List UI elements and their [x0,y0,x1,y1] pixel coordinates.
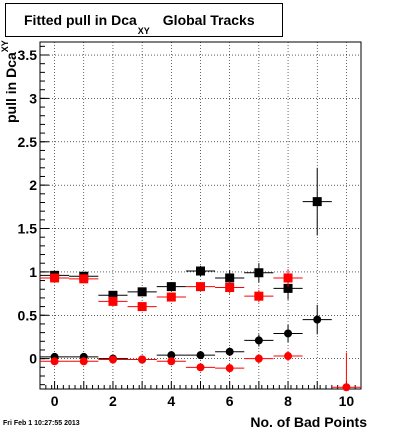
square-marker [196,267,205,276]
square-marker [225,283,234,292]
square-marker [138,287,147,296]
timestamp: Fri Feb 1 10:27:55 2013 [3,420,80,427]
y-tick-label: 2 [29,177,37,193]
square-marker [79,274,88,283]
x-tick-label: 2 [109,393,117,409]
y-axis-label-subscript: XY [0,40,10,52]
y-tick-label: 1 [29,264,37,280]
y-tick-label: 3 [29,90,37,106]
axis-ticks [40,46,361,389]
circle-marker [138,356,146,364]
circle-marker [255,355,263,363]
y-tick-label: 3.5 [18,47,38,63]
x-tick-label: 8 [284,393,292,409]
y-tick-label: 0 [29,351,37,367]
square-marker [313,197,322,206]
square-marker [284,273,293,282]
circle-marker [284,352,292,360]
circle-marker [197,363,205,371]
grid-lines [40,42,361,389]
square-marker [196,282,205,291]
x-tick-label: 10 [339,393,355,409]
circle-marker [255,336,263,344]
x-tick-label: 6 [226,393,234,409]
circle-marker [313,316,321,324]
square-marker [138,302,147,311]
circle-marker [284,329,292,337]
square-marker [167,282,176,291]
circle-marker [226,364,234,372]
y-tick-label: 0.5 [18,307,38,323]
circle-marker [167,357,175,365]
square-marker [225,273,234,282]
y-axis-label-main: pull in Dca [3,52,19,123]
square-marker [108,297,117,306]
y-tick-label: 1.5 [18,221,38,237]
x-tick-label: 0 [51,393,59,409]
x-tick-label: 4 [167,393,175,409]
square-marker [254,292,263,301]
square-marker [167,293,176,302]
x-axis-label: No. of Bad Points [250,414,367,430]
circle-marker [109,356,117,364]
circle-marker [342,383,350,391]
circle-marker [226,348,234,356]
circle-marker [197,351,205,359]
circle-marker [80,357,88,365]
y-tick-label: 2.5 [18,134,38,150]
square-marker [50,273,59,282]
y-axis-label: pull in DcaXY [0,40,19,123]
circle-marker [51,357,59,365]
square-marker [254,268,263,277]
